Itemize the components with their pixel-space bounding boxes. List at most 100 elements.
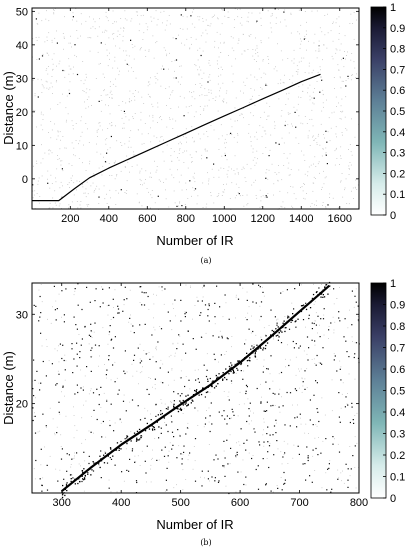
noise-point: [150, 172, 151, 174]
noise-point: [261, 206, 263, 207]
noise-point: [55, 81, 57, 83]
noise-point: [106, 17, 108, 19]
noise-point: [213, 176, 215, 178]
noise-point: [214, 316, 216, 318]
noise-point: [39, 478, 41, 480]
colorbar-tick-label: 0.2: [390, 168, 405, 180]
noise-point: [237, 42, 239, 44]
noise-point: [351, 190, 352, 192]
noise-point: [184, 313, 186, 315]
noise-point: [224, 418, 226, 420]
noise-point: [255, 334, 257, 336]
noise-point: [231, 383, 233, 384]
noise-point: [86, 181, 88, 183]
noise-point: [122, 127, 123, 129]
noise-point: [266, 410, 268, 412]
noise-point: [354, 353, 356, 355]
noise-point: [325, 152, 327, 153]
noise-point: [227, 338, 229, 340]
noise-point: [351, 53, 353, 54]
noise-point: [82, 186, 84, 188]
noise-point: [205, 206, 207, 208]
noise-point: [66, 95, 68, 97]
noise-point: [172, 118, 174, 120]
trace-point: [200, 393, 203, 396]
noise-point: [52, 207, 54, 209]
noise-point: [83, 404, 84, 406]
noise-point: [268, 466, 270, 469]
noise-point: [336, 106, 337, 107]
noise-point: [326, 284, 328, 286]
noise-point: [194, 181, 196, 183]
noise-point: [278, 172, 280, 174]
noise-point: [40, 464, 42, 466]
noise-point: [44, 41, 46, 43]
x-tick-label: 1400: [289, 213, 313, 225]
noise-point: [75, 123, 77, 124]
noise-point: [315, 178, 316, 179]
x-tick-label: 400: [112, 497, 130, 509]
noise-point: [333, 288, 335, 290]
trace-point: [133, 432, 136, 434]
noise-point: [81, 308, 83, 311]
noise-point: [86, 76, 87, 78]
noise-point: [240, 428, 242, 430]
noise-point: [137, 405, 139, 407]
noise-point: [148, 377, 150, 378]
noise-point: [223, 184, 224, 185]
noise-point: [256, 47, 258, 49]
noise-point: [206, 369, 208, 371]
noise-point: [271, 14, 273, 16]
noise-point: [42, 53, 44, 55]
noise-point: [71, 165, 73, 166]
trace-point: [81, 470, 84, 472]
trace-point: [217, 376, 219, 378]
noise-point: [159, 117, 160, 119]
noise-point: [262, 371, 264, 373]
noise-point: [206, 353, 208, 355]
noise-point: [56, 138, 58, 140]
noise-point: [256, 197, 258, 199]
noise-point: [73, 66, 74, 68]
trace-point: [204, 388, 207, 390]
noise-point: [299, 33, 300, 35]
noise-point: [106, 193, 107, 195]
trace-point: [277, 326, 279, 328]
noise-point: [129, 401, 131, 403]
noise-point: [308, 65, 310, 67]
noise-point: [155, 10, 157, 12]
noise-point: [243, 50, 245, 52]
trace-point: [232, 369, 234, 371]
noise-point: [100, 450, 102, 452]
noise-point: [187, 198, 189, 199]
noise-point: [216, 31, 218, 33]
noise-point: [92, 26, 94, 28]
noise-point: [221, 415, 223, 417]
noise-point: [110, 339, 112, 341]
noise-point: [73, 316, 75, 318]
noise-point: [285, 120, 286, 122]
noise-point: [66, 470, 68, 472]
noise-point: [81, 338, 83, 340]
noise-point: [317, 163, 319, 165]
noise-point: [198, 381, 200, 383]
noise-point: [94, 344, 97, 346]
noise-point: [248, 12, 250, 14]
trace-point: [300, 310, 303, 313]
noise-point: [275, 66, 276, 68]
noise-point: [338, 317, 340, 319]
noise-point: [194, 188, 197, 190]
noise-point: [50, 150, 52, 152]
noise-point: [240, 370, 242, 372]
noise-point: [200, 86, 202, 88]
noise-point: [259, 319, 261, 321]
noise-point: [139, 465, 141, 466]
noise-point: [250, 145, 252, 147]
noise-point: [227, 176, 229, 178]
noise-point: [172, 343, 174, 345]
noise-point: [246, 299, 248, 301]
noise-point: [168, 15, 170, 16]
noise-point: [94, 21, 96, 23]
noise-point: [41, 55, 44, 57]
noise-point: [108, 105, 109, 107]
